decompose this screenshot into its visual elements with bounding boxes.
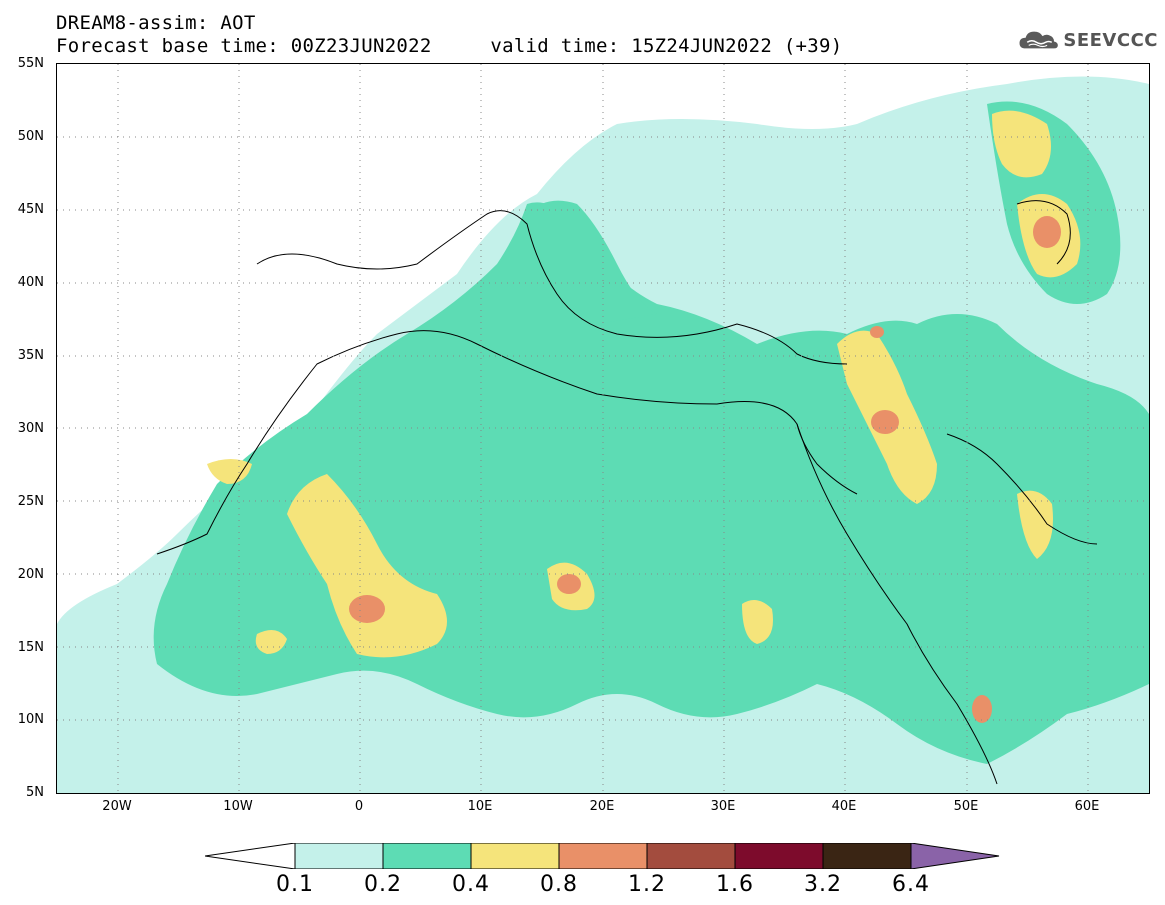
aot-field: [57, 64, 1149, 793]
colorbar-label: 1.6: [716, 872, 754, 897]
aot-band-0.8-1.2: [349, 216, 1061, 723]
lat-label: 50N: [17, 129, 44, 144]
colorbar: [205, 843, 1000, 869]
lat-label: 35N: [17, 348, 44, 363]
colorbar-label: 0.1: [276, 872, 314, 897]
lat-label: 30N: [17, 421, 44, 436]
cloud-icon: [1019, 31, 1058, 49]
chart-subtitle: Forecast base time: 00Z23JUN2022 valid t…: [56, 35, 843, 57]
colorbar-label: 6.4: [892, 872, 930, 897]
colorbar-swatch: [734, 843, 824, 869]
lon-label: 10E: [467, 799, 493, 814]
lat-label: 25N: [17, 494, 44, 509]
lat-label: 10N: [17, 712, 44, 727]
colorbar-label: 0.8: [540, 872, 578, 897]
lat-label: 40N: [17, 275, 44, 290]
lat-label: 15N: [17, 640, 44, 655]
lon-label: 20W: [102, 799, 132, 814]
gridlines: [57, 64, 1149, 793]
map-area: [56, 63, 1150, 794]
colorbar-label: 0.4: [452, 872, 490, 897]
lon-label: 30E: [710, 799, 736, 814]
colorbar-low-arrow: [205, 843, 296, 869]
colorbar-swatch: [382, 843, 472, 869]
lat-label: 55N: [17, 56, 44, 71]
lon-label: 10W: [223, 799, 253, 814]
logo-text: SEEVCCC: [1063, 29, 1158, 51]
colorbar-swatch: [294, 843, 384, 869]
colorbar-high-arrow: [910, 843, 1000, 869]
lon-label: 50E: [953, 799, 979, 814]
lon-label: 0: [354, 799, 364, 814]
colorbar-swatch: [646, 843, 736, 869]
lon-label: 40E: [831, 799, 857, 814]
colorbar-swatch: [470, 843, 560, 869]
lon-label: 20E: [589, 799, 615, 814]
seevccc-logo: SEEVCCC: [1018, 22, 1158, 58]
chart-title: DREAM8-assim: AOT: [56, 12, 256, 34]
lon-label: 60E: [1074, 799, 1100, 814]
colorbar-swatch: [822, 843, 912, 869]
colorbar-label: 3.2: [804, 872, 842, 897]
colorbar-label: 0.2: [364, 872, 402, 897]
colorbar-label: 1.2: [628, 872, 666, 897]
colorbar-swatch: [558, 843, 648, 869]
lat-label: 5N: [26, 785, 44, 800]
lat-label: 20N: [17, 567, 44, 582]
lat-label: 45N: [17, 202, 44, 217]
